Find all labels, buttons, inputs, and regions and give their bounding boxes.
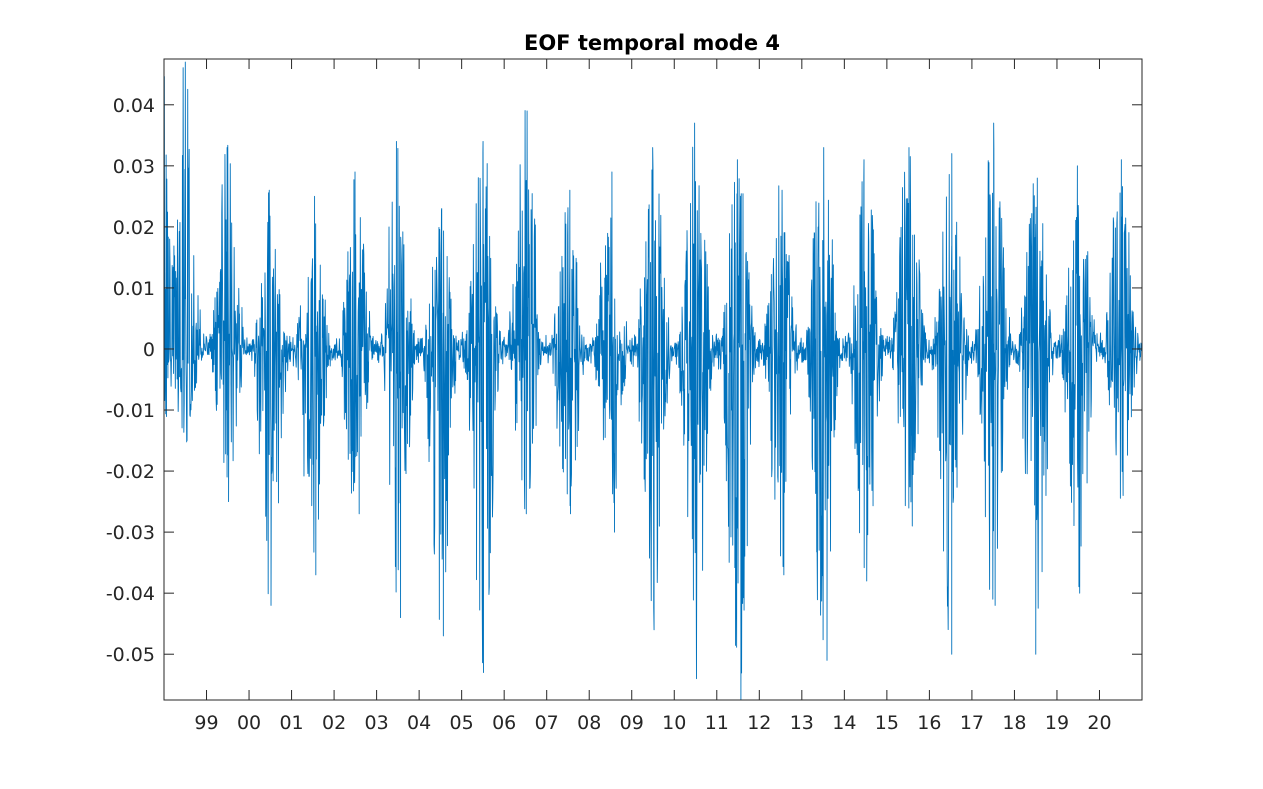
x-tick-label: 06 [492, 712, 516, 734]
x-tick-label: 04 [407, 712, 431, 734]
y-tick-label: -0.01 [106, 400, 155, 422]
x-tick-label: 14 [832, 712, 856, 734]
x-tick-label: 20 [1087, 712, 1111, 734]
x-tick-label: 10 [662, 712, 686, 734]
x-tick-label: 18 [1002, 712, 1026, 734]
x-tick-label: 05 [450, 712, 474, 734]
series-line-eof-mode-4 [164, 61, 1142, 700]
x-tick-label: 12 [747, 712, 771, 734]
x-tick-label: 08 [577, 712, 601, 734]
chart-title: EOF temporal mode 4 [524, 31, 780, 55]
y-tick-label: 0 [143, 339, 155, 361]
y-tick-label: -0.03 [106, 522, 155, 544]
y-tick-label: -0.02 [106, 461, 155, 483]
y-tick-label: 0.03 [113, 156, 155, 178]
y-tick-label: 0.02 [113, 217, 155, 239]
y-tick-label: -0.04 [106, 583, 155, 605]
x-tick-label: 02 [322, 712, 346, 734]
x-tick-label: 16 [917, 712, 941, 734]
x-tick-label: 13 [790, 712, 814, 734]
x-tick-label: 17 [960, 712, 984, 734]
x-tick-label: 03 [365, 712, 389, 734]
axes-box [163, 58, 1143, 701]
axes: 99 00 01 02 03 04 05 06 07 08 09 10 11 12 13 14 15 16 17 18… [106, 58, 1143, 734]
x-tick-label: 09 [620, 712, 644, 734]
x-tick-label: 01 [279, 712, 303, 734]
plot-area [164, 61, 1142, 700]
x-tick-label: 99 [194, 712, 218, 734]
x-tick-label: 15 [875, 712, 899, 734]
y-tick-label: -0.05 [106, 644, 155, 666]
x-tick-label: 19 [1045, 712, 1069, 734]
x-tick-label: 07 [535, 712, 559, 734]
x-tick-label: 00 [237, 712, 261, 734]
y-tick-label: 0.04 [113, 95, 155, 117]
x-tick-label: 11 [705, 712, 729, 734]
y-tick-label: 0.01 [113, 278, 155, 300]
